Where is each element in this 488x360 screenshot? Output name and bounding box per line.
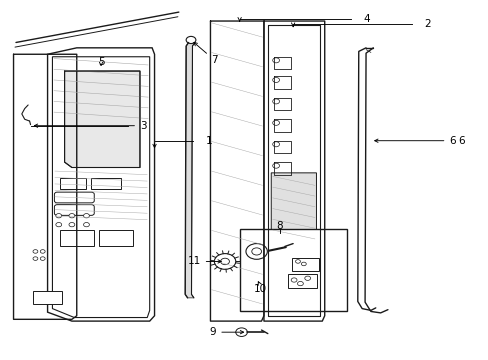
Circle shape (272, 58, 279, 63)
Circle shape (272, 142, 279, 147)
Circle shape (214, 253, 235, 269)
Circle shape (251, 248, 261, 255)
Polygon shape (47, 48, 154, 321)
Circle shape (83, 213, 89, 218)
Circle shape (272, 163, 279, 168)
Text: 6: 6 (374, 136, 455, 146)
Bar (33, 291, 62, 304)
Circle shape (33, 257, 38, 260)
Circle shape (56, 222, 61, 227)
Circle shape (40, 249, 45, 253)
Bar (60, 230, 94, 246)
Circle shape (245, 244, 267, 259)
Circle shape (69, 213, 75, 218)
Circle shape (235, 328, 247, 337)
Circle shape (220, 258, 229, 265)
Circle shape (69, 222, 75, 227)
Text: 11: 11 (187, 256, 221, 266)
Bar (239, 229, 346, 311)
Circle shape (272, 99, 279, 104)
Circle shape (272, 120, 279, 125)
Circle shape (56, 213, 61, 218)
Text: 10: 10 (253, 284, 266, 294)
Circle shape (304, 276, 310, 280)
Text: 9: 9 (209, 327, 243, 337)
Text: 4: 4 (363, 14, 369, 23)
Circle shape (33, 249, 38, 253)
Bar (291, 258, 318, 271)
Circle shape (290, 278, 296, 282)
FancyBboxPatch shape (54, 192, 94, 203)
Bar (99, 230, 132, 246)
Text: 6: 6 (458, 136, 464, 146)
Polygon shape (185, 42, 195, 298)
Text: 1: 1 (205, 136, 212, 146)
Polygon shape (64, 71, 140, 167)
Text: 3: 3 (34, 121, 146, 131)
FancyBboxPatch shape (54, 204, 94, 215)
Bar (287, 274, 317, 288)
Polygon shape (52, 57, 149, 318)
Circle shape (40, 257, 45, 260)
Bar (60, 178, 86, 189)
Circle shape (272, 77, 279, 82)
Circle shape (297, 282, 303, 286)
Circle shape (301, 262, 305, 266)
Text: 5: 5 (98, 57, 104, 67)
Circle shape (83, 222, 89, 227)
Text: 2: 2 (424, 18, 430, 28)
Bar (91, 178, 120, 189)
Text: 8: 8 (276, 221, 282, 231)
Text: 7: 7 (193, 42, 218, 65)
Circle shape (186, 36, 196, 44)
Circle shape (295, 260, 300, 263)
Polygon shape (271, 173, 316, 241)
